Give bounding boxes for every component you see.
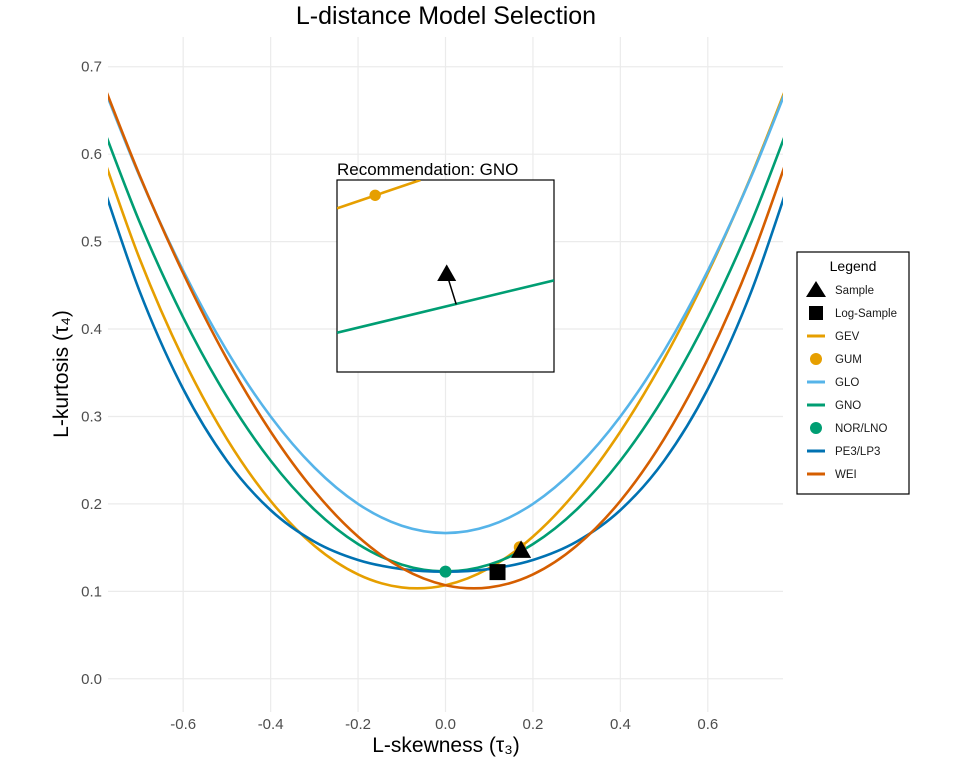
- legend: Legend Sample Log-Sample GEV GUM GLO GNO NOR/L…: [796, 251, 910, 495]
- y-tick-label: 0.7: [81, 59, 102, 76]
- gum-point: [369, 189, 381, 201]
- legend-title: Legend: [830, 258, 877, 274]
- chart-title: L-distance Model Selection: [296, 2, 596, 30]
- y-tick-label: 0.4: [81, 321, 102, 338]
- series-line-wei: [108, 92, 783, 590]
- legend-item: WEI: [807, 469, 857, 481]
- legend-item: NOR/LNO: [810, 422, 887, 435]
- series-line-glo: [108, 94, 783, 535]
- legend-item: GEV: [807, 331, 860, 343]
- legend-label: PE3/LP3: [835, 446, 880, 458]
- inset-panel: Recommendation: GNO: [336, 160, 555, 373]
- y-tick-label: 0.2: [81, 496, 102, 513]
- legend-label: GUM: [835, 354, 862, 366]
- legend-label: NOR/LNO: [835, 423, 887, 435]
- legend-item: GUM: [810, 353, 862, 366]
- data-points: [439, 540, 532, 581]
- nor-lno-point: [439, 565, 452, 578]
- legend-key-square: [809, 306, 823, 320]
- legend-label: Sample: [835, 285, 874, 297]
- x-tick-label: -0.4: [258, 716, 284, 733]
- x-tick-label: 0.0: [435, 716, 456, 733]
- x-axis-ticks: -0.6 -0.4 -0.2 0.0 0.2 0.4 0.6: [170, 716, 718, 733]
- x-tick-label: 0.6: [697, 716, 718, 733]
- legend-item: PE3/LP3: [807, 446, 880, 458]
- legend-item: GNO: [807, 400, 861, 412]
- legend-key-circle: [810, 422, 822, 434]
- y-tick-label: 0.6: [81, 146, 102, 163]
- log-sample-point: [489, 564, 506, 581]
- y-tick-label: 0.3: [81, 408, 102, 425]
- sample-point: [437, 264, 457, 281]
- legend-label: GEV: [835, 331, 860, 343]
- y-tick-label: 0.1: [81, 583, 102, 600]
- inset-line-gno: [337, 279, 554, 334]
- x-tick-label: 0.4: [610, 716, 631, 733]
- legend-key-triangle: [806, 281, 826, 297]
- grid: [108, 37, 783, 712]
- y-axis-ticks: 0.0 0.1 0.2 0.3 0.4 0.5 0.6 0.7: [81, 59, 102, 688]
- legend-item: Log-Sample: [809, 306, 897, 320]
- y-tick-label: 0.5: [81, 234, 102, 251]
- legend-item: GLO: [807, 377, 859, 389]
- legend-item: Sample: [806, 281, 874, 297]
- legend-label: GLO: [835, 377, 859, 389]
- sample-point: [511, 540, 532, 558]
- inset-title: Recommendation: GNO: [337, 160, 518, 179]
- x-tick-label: 0.2: [523, 716, 544, 733]
- legend-label: WEI: [835, 469, 857, 481]
- legend-label: Log-Sample: [835, 308, 897, 320]
- x-tick-label: -0.2: [345, 716, 371, 733]
- y-tick-label: 0.0: [81, 671, 102, 688]
- legend-label: GNO: [835, 400, 861, 412]
- y-axis-label: L-kurtosis (τ₄): [50, 310, 73, 438]
- legend-key-circle: [810, 353, 822, 365]
- x-tick-label: -0.6: [170, 716, 196, 733]
- x-axis-label: L-skewness (τ₃): [372, 734, 520, 757]
